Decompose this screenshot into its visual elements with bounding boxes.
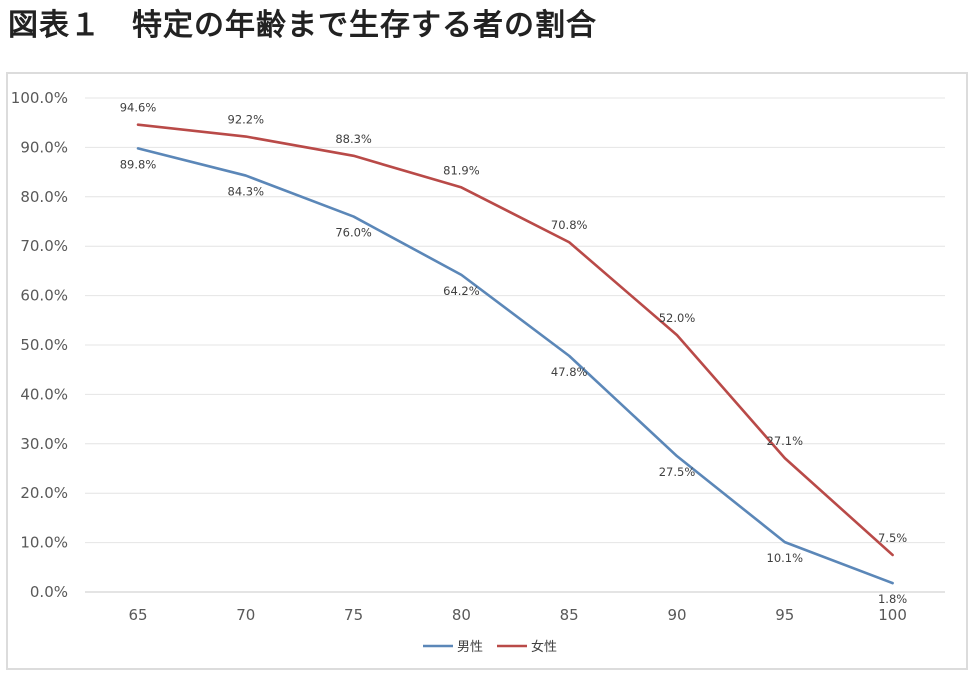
y-tick-label: 50.0% xyxy=(20,336,68,354)
series-line-male xyxy=(136,147,894,585)
legend: 男性 女性 xyxy=(423,639,557,655)
x-tick-label: 75 xyxy=(344,606,363,624)
chart-panel xyxy=(6,72,968,670)
data-label-female: 70.8% xyxy=(551,218,588,232)
y-tick-label: 100.0% xyxy=(11,89,68,107)
y-tick-label: 70.0% xyxy=(20,237,68,255)
data-label-female: 52.0% xyxy=(659,311,696,325)
data-label-male: 10.1% xyxy=(767,551,804,565)
series-line-female xyxy=(136,123,894,557)
data-labels: 89.8% 84.3% 76.0% 64.2% 47.8% 27.5% 10.1% 1.8% 9… xyxy=(120,101,908,606)
x-axis: 65 70 75 80 85 90 95 100 xyxy=(128,606,906,624)
y-tick-label: 0.0% xyxy=(30,583,68,601)
x-tick-label: 70 xyxy=(236,606,255,624)
y-axis: 0.0% 10.0% 20.0% 30.0% 40.0% 50.0% 60.0% 70.0% 8… xyxy=(11,89,68,601)
data-label-female: 94.6% xyxy=(120,101,157,115)
x-tick-label: 65 xyxy=(128,606,147,624)
x-tick-label: 90 xyxy=(667,606,686,624)
x-tick-label: 95 xyxy=(775,606,794,624)
data-label-female: 92.2% xyxy=(228,113,265,127)
data-label-male: 27.5% xyxy=(659,465,696,479)
data-label-female: 7.5% xyxy=(878,531,907,545)
grid-lines xyxy=(85,97,945,593)
data-label-female: 27.1% xyxy=(767,434,804,448)
data-label-male: 76.0% xyxy=(335,226,372,240)
y-tick-label: 20.0% xyxy=(20,484,68,502)
x-tick-label: 85 xyxy=(560,606,579,624)
y-tick-label: 40.0% xyxy=(20,385,68,403)
y-tick-label: 90.0% xyxy=(20,138,68,156)
data-label-male: 84.3% xyxy=(228,185,265,199)
x-tick-label: 100 xyxy=(878,606,907,624)
y-tick-label: 10.0% xyxy=(20,534,68,552)
data-label-male: 1.8% xyxy=(878,592,907,606)
y-tick-label: 30.0% xyxy=(20,435,68,453)
data-label-male: 89.8% xyxy=(120,157,157,171)
series-lines xyxy=(136,123,894,585)
data-label-female: 81.9% xyxy=(443,163,480,177)
y-tick-label: 60.0% xyxy=(20,287,68,305)
data-label-male: 47.8% xyxy=(551,365,588,379)
data-label-male: 64.2% xyxy=(443,284,480,298)
page-title: 図表１ 特定の年齢まで生存する者の割合 xyxy=(8,8,597,43)
legend-label: 男性 xyxy=(457,640,483,655)
x-tick-label: 80 xyxy=(452,606,471,624)
data-label-female: 88.3% xyxy=(335,132,372,146)
y-tick-label: 80.0% xyxy=(20,188,68,206)
legend-label: 女性 xyxy=(531,639,557,655)
